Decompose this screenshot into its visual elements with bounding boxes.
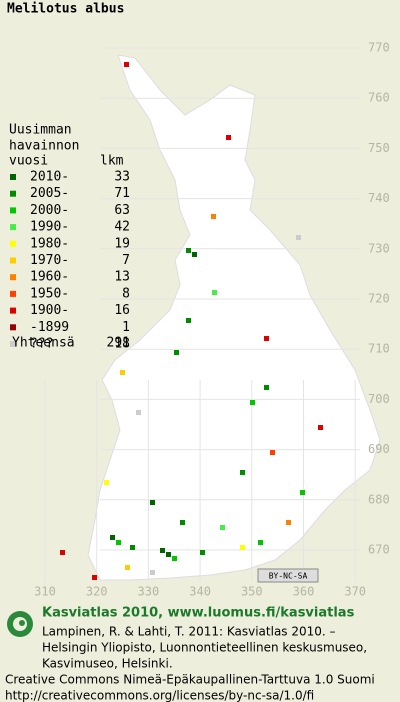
license: http://creativecommons.org/licenses/by-n… [5, 689, 314, 702]
legend-count: 71 [114, 186, 130, 201]
legend-count: 13 [114, 270, 130, 285]
legend-swatch [10, 240, 16, 247]
legend-label: -1899 [30, 320, 69, 335]
easting-label: 340 [189, 585, 211, 599]
legend-swatch [10, 324, 16, 331]
legend-count: 1 [122, 320, 130, 335]
legend-label: 2000- [30, 203, 69, 218]
legend-label: 2010- [30, 170, 69, 185]
legend-count: 63 [114, 203, 130, 218]
easting-label: 360 [293, 585, 315, 599]
legend-swatch [10, 274, 16, 281]
legend-label: 1960- [30, 270, 69, 285]
easting-label: 330 [138, 585, 160, 599]
northing-label: 720 [368, 292, 390, 306]
total: 291 [107, 336, 130, 351]
legend-count: 8 [122, 286, 130, 301]
easting-label: 370 [344, 585, 366, 599]
legend-col-label: vuosi [9, 154, 48, 169]
legend-swatch [10, 341, 16, 347]
legend-count: 19 [114, 236, 130, 251]
northing-label: 680 [368, 492, 390, 506]
legend-swatch [10, 190, 16, 197]
legend-swatch [10, 224, 16, 231]
northing-label: 750 [368, 141, 390, 155]
legend-count: 42 [114, 220, 130, 235]
legend-swatch [10, 307, 16, 314]
easting-label: 310 [34, 585, 56, 599]
legend-label: ??? [30, 337, 53, 352]
legend-count: 33 [114, 170, 130, 185]
legend-col-count: lkm [100, 154, 124, 169]
citation: Helsingin Yliopisto, Luonnontieteellinen… [42, 641, 367, 655]
title: Melilotus albus [7, 2, 124, 17]
legend-count: 18 [114, 337, 130, 352]
legend-label: 1900- [30, 303, 69, 318]
northing-label: 690 [368, 442, 390, 456]
legend-swatch [10, 257, 16, 264]
northing-label: 740 [368, 191, 390, 205]
legend-count: 16 [114, 303, 130, 318]
northing-label: 710 [368, 342, 390, 356]
license-badge-text: BY-NC-SA [269, 572, 308, 581]
easting-label: 350 [241, 585, 263, 599]
legend-heading: Uusimman [9, 123, 72, 138]
northing-label: 760 [368, 91, 390, 105]
finland-outline [87, 54, 381, 581]
citation: Kasvimuseo, Helsinki. [42, 657, 173, 671]
total-label: Yhteensä [12, 336, 75, 351]
logo [7, 611, 33, 637]
legend-swatch [10, 174, 16, 180]
legend-heading: havainnon [9, 139, 79, 154]
easting-label: 320 [86, 585, 108, 599]
legend-swatch [10, 207, 16, 214]
legend-label: 1990- [30, 220, 69, 235]
northing-label: 770 [368, 41, 390, 55]
citation: Lampinen, R. & Lahti, T. 2011: Kasviatla… [42, 625, 336, 639]
observations [60, 62, 323, 580]
legend-swatch [10, 290, 16, 297]
license: Creative Commons Nimeä-Epäkaupallinen-Ta… [5, 673, 375, 687]
brand: Kasviatlas 2010, www.luomus.fi/kasviatla… [42, 606, 355, 621]
legend-label: 1950- [30, 286, 69, 301]
northing-label: 700 [368, 392, 390, 406]
legend-label: 2005- [30, 186, 69, 201]
legend-count: 7 [122, 253, 130, 268]
legend-label: 1980- [30, 236, 69, 251]
grid: 770 760 750 740 730 720 710 700 690 680 670 310 320 3… [34, 41, 390, 599]
license-badge [257, 568, 319, 583]
northing-label: 730 [368, 241, 390, 255]
legend-label: 1970- [30, 253, 69, 268]
northing-label: 670 [368, 543, 390, 557]
